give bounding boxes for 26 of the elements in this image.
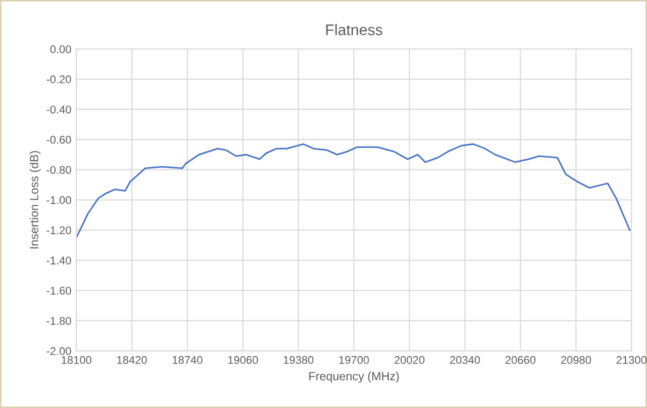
- x-tick-label: 20020: [394, 356, 424, 364]
- y-axis-title: Insertion Loss (dB): [30, 151, 41, 248]
- y-tick-label: -1.20: [46, 226, 72, 234]
- y-tick-label: -1.60: [46, 286, 72, 295]
- x-tick-label: 20660: [506, 356, 536, 364]
- x-tick-label: 20340: [450, 356, 480, 364]
- y-tick-label: -0.40: [46, 106, 72, 114]
- y-tick-label: -2.00: [46, 347, 72, 356]
- x-tick-label: 18420: [117, 356, 147, 364]
- x-tick-label: 18100: [62, 356, 92, 364]
- x-axis-title: Frequency (MHz): [309, 372, 399, 383]
- y-tick-label: -1.40: [46, 256, 72, 264]
- y-tick-label: -1.80: [46, 316, 72, 325]
- y-tick-label: -0.60: [46, 136, 72, 144]
- x-tick-label: 18740: [172, 356, 202, 364]
- y-tick-label: -0.80: [46, 166, 72, 174]
- x-tick-label: 19060: [228, 356, 258, 364]
- line-series: [76, 143, 630, 238]
- x-tick-label: 19700: [339, 356, 369, 364]
- y-tick-label: -0.20: [46, 75, 72, 84]
- x-tick-label: 19380: [284, 356, 314, 364]
- x-tick-label: 20980: [561, 356, 591, 364]
- chart-title: Flatness: [326, 24, 382, 36]
- y-tick-label: 0.00: [50, 45, 72, 54]
- y-tick-label: -1.00: [46, 196, 72, 204]
- x-tick-label: 21300: [616, 356, 646, 364]
